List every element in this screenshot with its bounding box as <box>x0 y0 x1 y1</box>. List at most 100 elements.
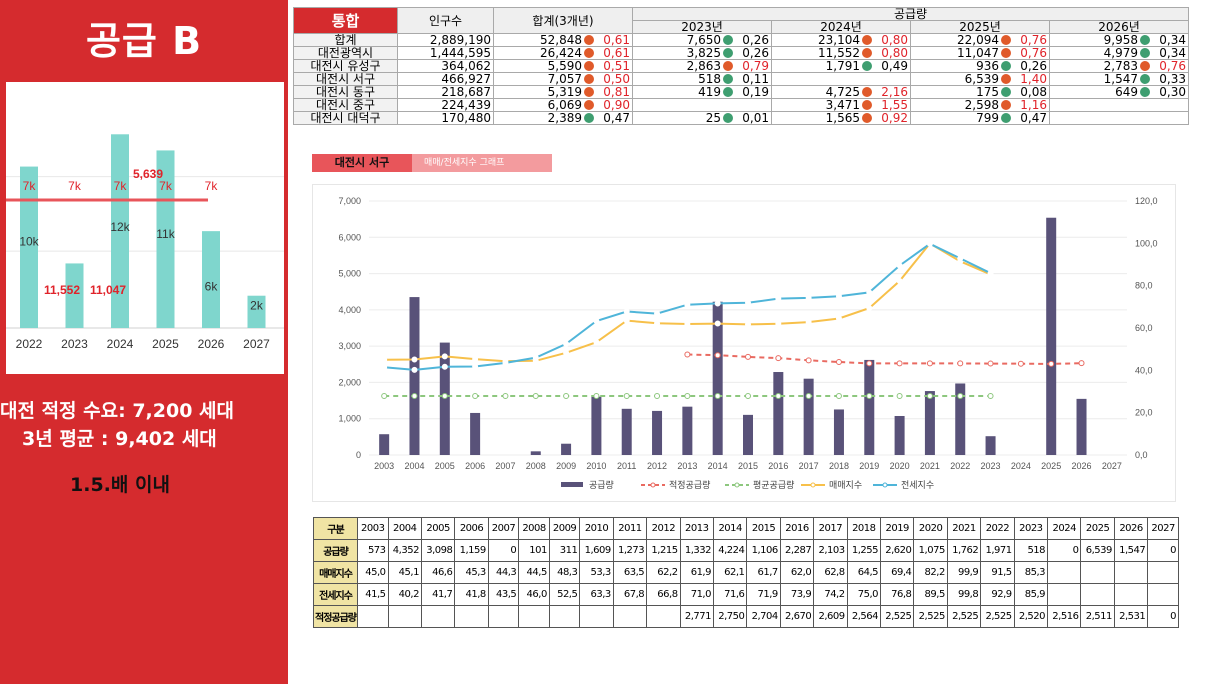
bottom-year-header: 2008 <box>518 517 550 540</box>
row-year-cell-ratio: 0,49 <box>881 59 908 73</box>
average-supply-line-marker <box>835 392 842 399</box>
right-y-tick-label: 80,0 <box>1135 281 1153 291</box>
row-year-cell-value: 419 <box>698 85 721 99</box>
bottom-data-cell: 1,971 <box>980 539 1015 562</box>
bottom-year-header: 2006 <box>454 517 489 540</box>
green-dot-icon <box>1001 113 1011 123</box>
supply-bar <box>1046 217 1057 455</box>
mini-bar <box>202 231 220 328</box>
proper-supply-line-marker <box>896 360 903 367</box>
bottom-data-cell: 44,3 <box>487 561 520 584</box>
supply-summary-table: 통합 인구수 합계(3개년) 공급량 2023년 2024년 2025년 2026년 합계 2,8… <box>293 7 1189 125</box>
legend-marker <box>810 482 816 488</box>
row-sum-value: 2,389 <box>547 111 582 125</box>
average-supply-line-marker <box>532 392 539 399</box>
mini-x-tick-label: 2027 <box>243 337 270 351</box>
legend-marker <box>650 482 656 488</box>
mini-bar <box>156 150 175 328</box>
sale-index-line-marker <box>775 320 782 327</box>
yearly-data-table: 구분 2003 2004 2005 2006 2007 2008 2009 2010 2011 20… <box>313 517 1179 628</box>
average-supply-line-marker <box>623 392 630 399</box>
red-dot-icon <box>723 61 733 71</box>
row-year-cell-ratio: 1,55 <box>881 98 908 112</box>
average-supply-line-marker <box>987 392 994 399</box>
legend-label: 평균공급량 <box>753 479 794 490</box>
row-year-cell: 799 0,47 <box>910 111 1050 125</box>
mini-bar <box>20 166 38 328</box>
bottom-year-header: 2026 <box>1113 517 1149 540</box>
bottom-data-cell: 46,6 <box>420 561 456 584</box>
green-dot-icon <box>1140 48 1150 58</box>
bottom-data-cell <box>1113 583 1149 606</box>
table-row: 대전시 대덕구 170,480 2,389 0,47 25 0,01 1,565 0,92 79… <box>293 111 1189 125</box>
row-sum: 26,424 0,61 <box>493 46 633 60</box>
row-year-cell: 1,791 0,49 <box>771 59 911 73</box>
bottom-data-cell <box>646 605 681 628</box>
sale-index-line-marker <box>745 321 751 328</box>
mini-chart-svg: 2022 10k 2023 2024 12k 2025 11k 2026 6k 2027 2k 7k 7… <box>6 134 284 351</box>
legend-label: 매매지수 <box>829 480 862 490</box>
bottom-data-cell: 1,159 <box>454 539 489 562</box>
x-tick-label: 2022 <box>950 461 970 471</box>
green-dot-icon <box>723 35 733 45</box>
row-year-cell-value: 175 <box>976 85 999 99</box>
bottom-data-cell: 2,287 <box>779 539 815 562</box>
proper-supply-line-marker <box>714 352 721 359</box>
bottom-data-row: 전세지수 41,5 40,2 41,7 41,8 43,5 46,0 52,5 63,3 67,8… <box>313 583 1179 606</box>
green-dot-icon <box>1001 87 1011 97</box>
bottom-year-header: 2018 <box>846 517 882 540</box>
row-sum-value: 52,848 <box>540 33 582 47</box>
supply-bar <box>561 443 572 455</box>
x-tick-label: 2026 <box>1072 461 1092 471</box>
bottom-data-cell <box>518 605 550 628</box>
sale-index-line-marker <box>866 305 873 312</box>
red-dot-icon <box>1140 61 1150 71</box>
row-population: 224,439 <box>397 98 494 112</box>
table-corner-cell: 통합 <box>293 7 398 34</box>
sale-index-line-marker <box>472 356 479 363</box>
row-name: 대전시 중구 <box>293 98 398 112</box>
row-sum-value: 5,590 <box>547 59 582 73</box>
row-year-cell: 3,471 1,55 <box>771 98 911 112</box>
bottom-data-cell: 61,7 <box>746 561 781 584</box>
row-year-cell: 25 0,01 <box>632 111 772 125</box>
bottom-data-cell: 71,6 <box>712 583 748 606</box>
sale-index-line-marker <box>714 320 721 327</box>
bottom-data-cell: 53,3 <box>579 561 614 584</box>
left-y-tick-label: 1,000 <box>338 414 361 424</box>
bottom-data-cell <box>454 605 489 628</box>
bottom-data-cell: 62,2 <box>646 561 681 584</box>
bottom-data-cell: 1,215 <box>646 539 681 562</box>
bottom-year-header: 2017 <box>813 517 848 540</box>
mini-bar <box>247 295 266 328</box>
jeonse-index-line-marker <box>623 308 630 315</box>
row-sum: 2,389 0,47 <box>493 111 633 125</box>
red-dot-icon <box>584 100 594 110</box>
right-y-tick-label: 0,0 <box>1135 450 1148 460</box>
mini-bar-data-label: 2k <box>250 298 264 312</box>
bottom-year-header: 2007 <box>487 517 520 540</box>
row-year-cell-ratio: 2,16 <box>881 85 908 99</box>
bottom-data-cell: 2,525 <box>879 605 915 628</box>
bottom-data-cell: 45,1 <box>387 561 422 584</box>
ratio-limit-text: 1.5.배 이내 <box>70 474 170 496</box>
sale-index-line-marker <box>896 278 903 285</box>
row-year-cell-ratio: 0,47 <box>1020 111 1047 125</box>
bottom-year-header: 2009 <box>548 517 581 540</box>
bottom-data-cell: 69,4 <box>879 561 915 584</box>
row-year-cell-value: 7,650 <box>686 33 721 47</box>
left-y-tick-label: 3,000 <box>338 341 361 351</box>
row-year-cell: 9,958 0,34 <box>1049 33 1189 47</box>
bottom-data-cell: 2,516 <box>1047 605 1082 628</box>
x-tick-label: 2020 <box>890 461 910 471</box>
x-tick-label: 2017 <box>799 461 819 471</box>
bottom-data-cell: 92,9 <box>980 583 1015 606</box>
row-sum: 6,069 0,90 <box>493 98 633 112</box>
row-year-cell: 4,725 2,16 <box>771 85 911 99</box>
sale-index-line-marker <box>835 315 842 322</box>
row-year-cell: 2,598 1,16 <box>910 98 1050 112</box>
bottom-data-cell: 75,0 <box>846 583 882 606</box>
row-year-cell-value: 25 <box>705 111 721 125</box>
bottom-year-header: 2011 <box>612 517 648 540</box>
bottom-data-cell: 4,224 <box>712 539 748 562</box>
